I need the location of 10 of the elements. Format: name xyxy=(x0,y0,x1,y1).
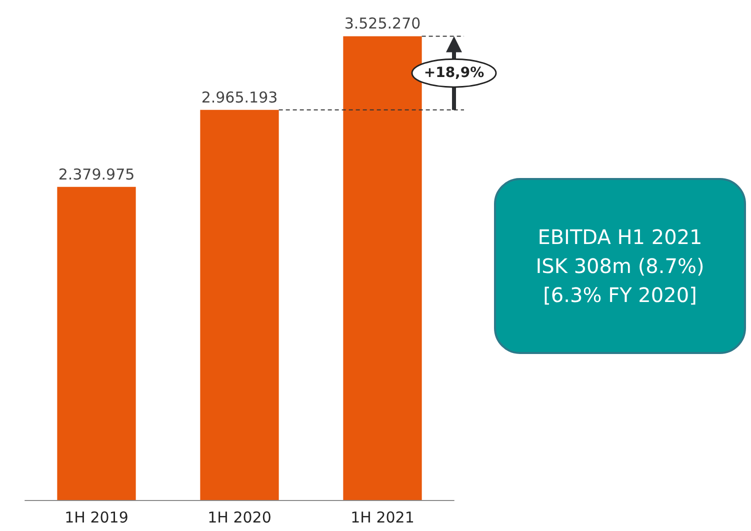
data-label: 3.525.270 xyxy=(344,14,421,33)
annotation: +18,9% xyxy=(424,65,484,82)
x-tick-label: 1H 2019 xyxy=(64,508,128,526)
data-label: 2.379.975 xyxy=(58,165,135,184)
x-tick-label: 1H 2021 xyxy=(350,508,414,526)
x-tick-label: 1H 2020 xyxy=(208,508,272,526)
text: ISK 308m (8.7%) xyxy=(536,252,704,280)
text: [6.3% FY 2020] xyxy=(543,282,697,308)
text: EBITDA H1 2021 xyxy=(538,224,702,250)
data-label: 2.965.193 xyxy=(201,88,278,106)
